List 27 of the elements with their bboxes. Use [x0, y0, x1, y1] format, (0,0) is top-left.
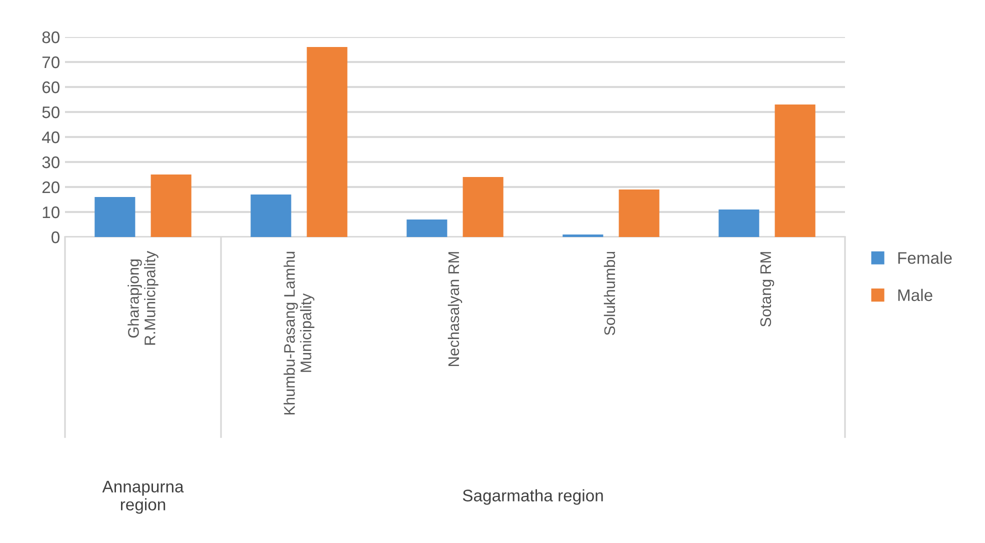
bar [250, 194, 292, 237]
x-tick-label: Gharapjong R.Municipality [128, 250, 158, 345]
x-tick-label: Solukhumbu [604, 252, 616, 336]
legend-label: Female [898, 252, 952, 264]
y-tick-label: 70 [42, 56, 60, 68]
legend-label: Male [898, 288, 932, 302]
x-tick-label: Khumbu-Pasang Lamhu Municipality [284, 252, 314, 414]
text: Sagarmatha region [462, 489, 603, 505]
y-tick-label: 80 [42, 31, 60, 44]
y-tick-label: 40 [42, 131, 60, 144]
y-tick-label: 50 [42, 106, 60, 118]
bar [150, 174, 192, 237]
x-tick-label: Nechasalyan RM [448, 252, 462, 366]
text: Annapurna region [102, 480, 184, 514]
y-tick-label: 10 [42, 206, 60, 218]
y-tick-label: 0 [52, 231, 60, 244]
bar [94, 197, 136, 237]
x-tick-label: Sotang RM [760, 252, 774, 327]
bar [618, 190, 660, 237]
bar [462, 177, 504, 237]
bar [774, 104, 816, 237]
y-tick-label: 30 [42, 156, 60, 168]
bar [718, 210, 760, 237]
y-tick-label: 20 [42, 181, 60, 194]
bar [306, 47, 348, 237]
bar [406, 220, 448, 237]
y-tick-label: 60 [42, 81, 60, 94]
